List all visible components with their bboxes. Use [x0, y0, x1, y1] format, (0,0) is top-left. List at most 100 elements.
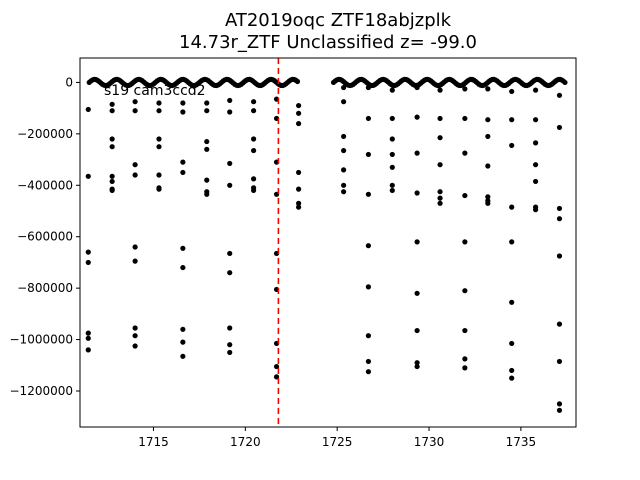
data-point — [251, 136, 257, 142]
y-tick-label: −1000000 — [10, 333, 74, 347]
data-point — [509, 117, 515, 123]
data-point — [132, 162, 138, 168]
x-tick-label: 1715 — [138, 435, 169, 449]
data-point — [85, 330, 91, 336]
data-point — [365, 243, 372, 249]
data-point — [414, 190, 420, 196]
data-point — [341, 189, 347, 195]
data-point — [462, 86, 468, 92]
data-point — [180, 339, 186, 345]
data-point — [156, 136, 162, 142]
data-point — [227, 182, 233, 188]
data-point — [556, 216, 563, 222]
y-axis: 0 −200000 −400000 −600000 −800000 −1000000 −12… — [10, 75, 80, 398]
data-point — [251, 147, 257, 154]
data-point — [509, 239, 515, 245]
x-axis: 1715 1720 1725 1730 1735 — [138, 427, 536, 449]
plot-area — [85, 58, 568, 427]
data-point — [85, 347, 91, 353]
data-point — [462, 356, 468, 362]
data-point — [273, 363, 280, 370]
data-point — [556, 253, 563, 259]
data-point — [109, 187, 115, 194]
data-point — [180, 159, 186, 165]
data-point — [485, 133, 491, 140]
data-point — [389, 182, 395, 188]
data-point — [132, 343, 138, 349]
data-point — [341, 99, 347, 105]
data-point — [204, 108, 210, 114]
data-point — [180, 326, 186, 332]
data-point — [227, 349, 233, 356]
data-point — [414, 84, 420, 91]
data-point — [414, 360, 420, 366]
data-point — [132, 258, 138, 264]
data-point — [437, 135, 443, 141]
data-point — [156, 186, 162, 192]
data-point — [532, 207, 539, 213]
data-point — [85, 106, 91, 113]
data-point — [462, 288, 468, 294]
data-point — [132, 108, 138, 114]
data-point — [365, 151, 372, 158]
data-point — [556, 407, 563, 413]
data-point — [532, 140, 539, 146]
data-point — [437, 200, 443, 206]
data-point — [414, 150, 420, 156]
data-point — [109, 173, 115, 179]
data-point — [485, 200, 491, 206]
data-point — [556, 92, 563, 98]
data-point — [509, 204, 515, 210]
data-point — [227, 342, 233, 348]
data-point — [132, 333, 138, 339]
data-point — [296, 102, 302, 109]
data-point — [132, 172, 138, 178]
data-point — [485, 117, 491, 123]
x-tick-label: 1725 — [322, 435, 353, 449]
y-tick-label: −1200000 — [10, 384, 74, 398]
data-point — [251, 187, 257, 194]
data-point — [556, 401, 563, 407]
data-point — [365, 369, 372, 375]
data-point — [204, 177, 210, 183]
data-point — [509, 88, 515, 95]
data-point — [389, 151, 395, 158]
data-point — [414, 363, 420, 370]
data-point — [341, 133, 347, 140]
data-point — [509, 142, 515, 149]
y-tick-label: −400000 — [17, 178, 73, 192]
data-point — [556, 358, 563, 365]
data-point — [437, 162, 443, 168]
data-point — [485, 194, 491, 200]
data-point — [204, 191, 210, 197]
data-point — [485, 86, 491, 92]
data-point — [509, 340, 515, 347]
data-point — [414, 239, 420, 245]
y-tick-label: −800000 — [17, 281, 73, 295]
y-tick-label: −600000 — [17, 230, 73, 244]
data-point — [509, 367, 515, 374]
data-point — [132, 99, 138, 105]
data-point — [462, 239, 468, 245]
plot-frame — [79, 57, 577, 428]
data-point — [389, 136, 395, 142]
data-point — [556, 124, 563, 131]
data-point — [437, 189, 443, 195]
chart-annotation: s19 cam3ccd2 — [104, 83, 206, 99]
data-point — [296, 120, 302, 127]
data-point — [85, 173, 91, 179]
data-point — [227, 325, 233, 331]
data-point — [227, 250, 233, 257]
data-point — [156, 144, 162, 150]
data-point — [462, 192, 468, 199]
data-point — [204, 138, 210, 145]
data-point — [389, 87, 395, 93]
data-point — [296, 186, 302, 192]
data-point — [227, 270, 233, 276]
data-point — [85, 259, 91, 266]
data-point — [556, 205, 563, 212]
data-point — [296, 200, 302, 206]
data-point — [437, 87, 443, 93]
x-tick-label: 1730 — [414, 435, 445, 449]
data-point — [365, 358, 372, 365]
